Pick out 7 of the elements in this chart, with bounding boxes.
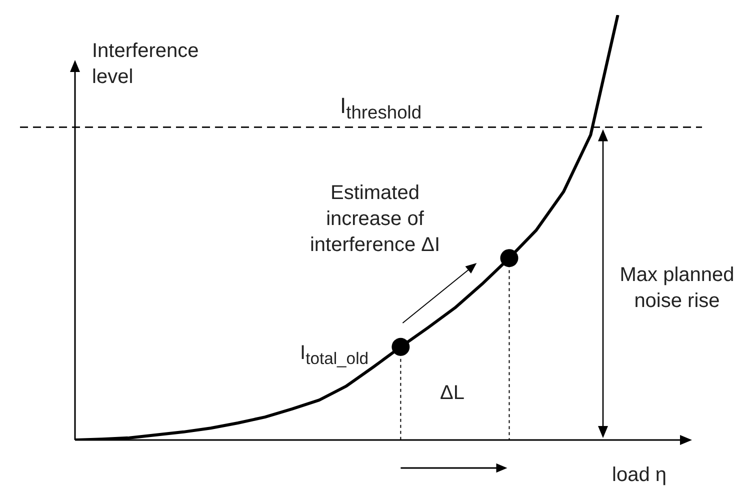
x-axis-title: load η bbox=[612, 463, 666, 488]
ref-line-label: I$_{threshold}$ bbox=[340, 92, 422, 124]
annotation: ΔL bbox=[440, 381, 466, 406]
y-axis-title: Interference level bbox=[92, 39, 200, 90]
annotation: Estimated increase of interference ΔI bbox=[308, 181, 442, 258]
annotation: Max planned noise rise bbox=[618, 263, 736, 314]
annotation: I$_{total_old}$ bbox=[300, 341, 370, 370]
